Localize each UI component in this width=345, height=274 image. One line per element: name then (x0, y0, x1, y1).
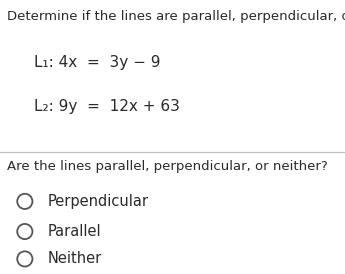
Text: L₁: 4x  =  3y − 9: L₁: 4x = 3y − 9 (34, 55, 161, 70)
Text: Perpendicular: Perpendicular (48, 194, 149, 209)
Text: Parallel: Parallel (48, 224, 101, 239)
Text: Determine if the lines are parallel, perpendicular, or neith: Determine if the lines are parallel, per… (7, 10, 345, 22)
Text: Are the lines parallel, perpendicular, or neither?: Are the lines parallel, perpendicular, o… (7, 160, 328, 173)
Text: Neither: Neither (48, 252, 102, 266)
Text: L₂: 9y  =  12x + 63: L₂: 9y = 12x + 63 (34, 99, 180, 114)
